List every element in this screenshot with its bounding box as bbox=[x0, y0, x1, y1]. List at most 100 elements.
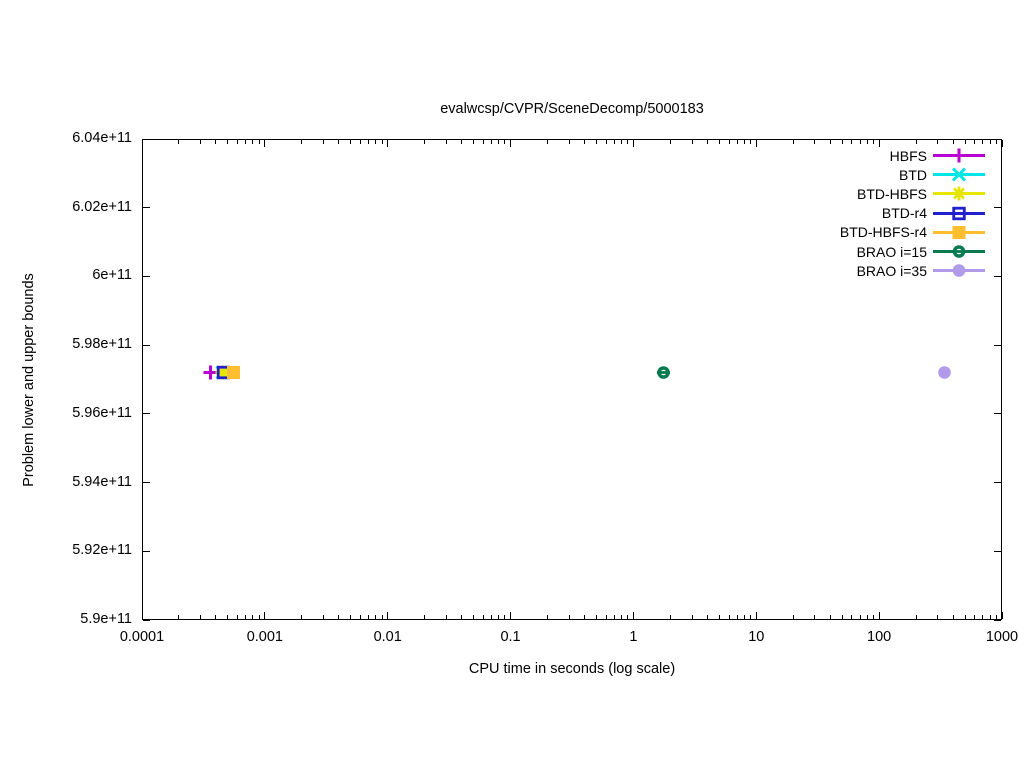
y-tick-label: 5.98e+11 bbox=[72, 336, 132, 353]
x-minor-tick bbox=[504, 615, 506, 619]
x-minor-tick bbox=[989, 140, 991, 144]
x-major-tick bbox=[878, 612, 880, 619]
x-minor-tick bbox=[621, 140, 623, 144]
x-major-tick bbox=[632, 140, 634, 147]
x-minor-tick bbox=[178, 140, 180, 144]
x-major-tick bbox=[141, 140, 143, 147]
legend-swatch bbox=[933, 148, 985, 163]
x-minor-tick bbox=[952, 615, 954, 619]
legend-label: BRAO i=35 bbox=[856, 262, 927, 279]
x-minor-tick bbox=[974, 615, 976, 619]
x-minor-tick bbox=[424, 140, 426, 144]
x-tick-label: 1 bbox=[629, 629, 638, 645]
x-minor-tick bbox=[424, 615, 426, 619]
x-minor-tick bbox=[547, 615, 549, 619]
x-minor-tick bbox=[322, 140, 324, 144]
y-major-tick bbox=[994, 413, 1001, 415]
x-minor-tick bbox=[952, 140, 954, 144]
x-minor-tick bbox=[841, 140, 843, 144]
data-point-brao-i-15 bbox=[656, 366, 670, 379]
x-minor-tick bbox=[584, 615, 586, 619]
x-minor-tick bbox=[915, 140, 917, 144]
x-minor-tick bbox=[718, 615, 720, 619]
x-minor-tick bbox=[381, 615, 383, 619]
x-minor-tick bbox=[252, 615, 254, 619]
data-point-brao-i-35 bbox=[938, 366, 951, 379]
x-major-tick bbox=[755, 612, 757, 619]
x-minor-tick bbox=[227, 140, 229, 144]
x-minor-tick bbox=[368, 140, 370, 144]
x-minor-tick bbox=[227, 615, 229, 619]
legend-item-brao-i-35: BRAO i=35 bbox=[857, 261, 985, 280]
legend-label: BTD-r4 bbox=[881, 205, 927, 222]
x-major-tick bbox=[1001, 612, 1003, 619]
chart-title: evalwcsp/CVPR/SceneDecomp/5000183 bbox=[440, 101, 704, 117]
x-major-tick bbox=[510, 612, 512, 619]
x-minor-tick bbox=[736, 615, 738, 619]
legend-swatch bbox=[933, 225, 985, 239]
x-tick-label: 0.001 bbox=[246, 629, 283, 645]
y-tick-label: 5.9e+11 bbox=[80, 611, 132, 627]
x-minor-tick bbox=[691, 140, 693, 144]
x-minor-tick bbox=[873, 140, 875, 144]
x-minor-tick bbox=[964, 615, 966, 619]
x-minor-tick bbox=[841, 615, 843, 619]
x-major-tick bbox=[264, 140, 266, 147]
data-point-hbfs bbox=[203, 365, 218, 380]
x-tick-label: 0.01 bbox=[373, 629, 402, 645]
x-minor-tick bbox=[728, 615, 730, 619]
legend-swatch bbox=[933, 264, 985, 278]
x-minor-tick bbox=[859, 140, 861, 144]
y-major-tick bbox=[143, 275, 150, 277]
legend-label: BTD-HBFS-r4 bbox=[839, 224, 927, 241]
x-minor-tick bbox=[473, 615, 475, 619]
legend-swatch bbox=[933, 186, 985, 201]
x-minor-tick bbox=[866, 615, 868, 619]
x-minor-tick bbox=[814, 615, 816, 619]
x-minor-tick bbox=[375, 615, 377, 619]
y-major-tick bbox=[143, 619, 150, 621]
x-minor-tick bbox=[995, 140, 997, 144]
legend-swatch bbox=[933, 245, 985, 258]
x-minor-tick bbox=[498, 615, 500, 619]
x-minor-tick bbox=[301, 615, 303, 619]
y-major-tick bbox=[143, 413, 150, 415]
x-minor-tick bbox=[482, 615, 484, 619]
x-minor-tick bbox=[743, 615, 745, 619]
x-minor-tick bbox=[995, 615, 997, 619]
y-major-tick bbox=[994, 344, 1001, 346]
y-tick-label: 5.92e+11 bbox=[72, 542, 132, 559]
x-minor-tick bbox=[338, 615, 340, 619]
x-minor-tick bbox=[627, 140, 629, 144]
x-minor-tick bbox=[568, 615, 570, 619]
x-major-tick bbox=[878, 140, 880, 147]
legend-item-btd-hbfs: BTD-HBFS bbox=[857, 184, 985, 203]
data-point-btd-hbfs bbox=[215, 365, 230, 380]
x-minor-tick bbox=[445, 140, 447, 144]
x-minor-tick bbox=[461, 615, 463, 619]
x-minor-tick bbox=[605, 140, 607, 144]
x-minor-tick bbox=[200, 140, 202, 144]
x-minor-tick bbox=[200, 615, 202, 619]
plot-area bbox=[142, 139, 1002, 620]
legend-item-btd-r4: BTD-r4 bbox=[882, 204, 985, 223]
y-major-tick bbox=[143, 138, 150, 140]
y-major-tick bbox=[994, 619, 1001, 621]
x-minor-tick bbox=[237, 615, 239, 619]
y-major-tick bbox=[994, 482, 1001, 484]
x-minor-tick bbox=[568, 140, 570, 144]
x-minor-tick bbox=[445, 615, 447, 619]
x-minor-tick bbox=[258, 615, 260, 619]
x-tick-label: 1000 bbox=[985, 629, 1019, 645]
x-minor-tick bbox=[595, 140, 597, 144]
y-major-tick bbox=[143, 207, 150, 209]
x-minor-tick bbox=[974, 140, 976, 144]
x-minor-tick bbox=[350, 615, 352, 619]
y-major-tick bbox=[143, 550, 150, 552]
x-minor-tick bbox=[691, 615, 693, 619]
x-minor-tick bbox=[473, 140, 475, 144]
x-minor-tick bbox=[595, 615, 597, 619]
y-major-tick bbox=[143, 482, 150, 484]
x-minor-tick bbox=[964, 140, 966, 144]
x-minor-tick bbox=[375, 140, 377, 144]
